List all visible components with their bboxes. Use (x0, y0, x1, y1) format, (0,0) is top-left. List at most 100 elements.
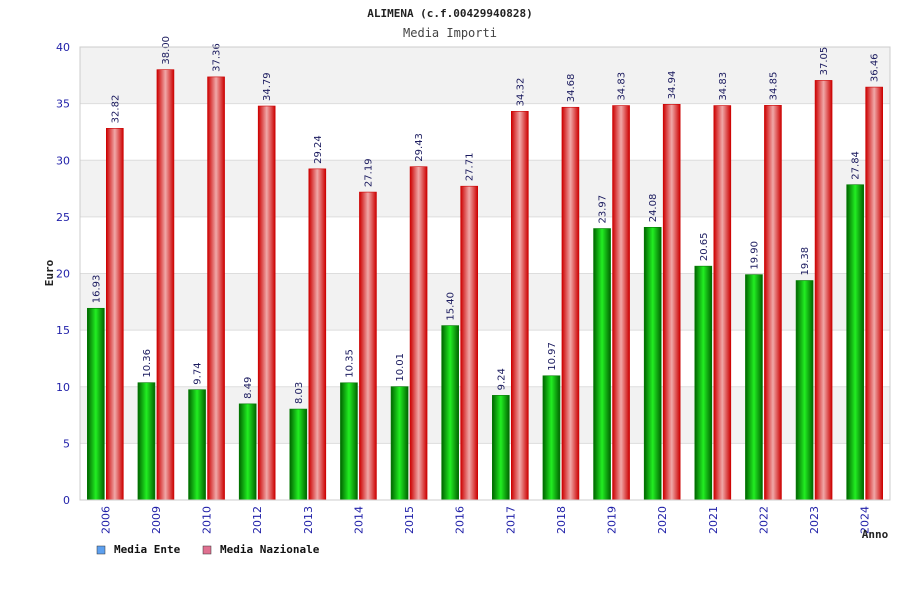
data-label: 16.93 (91, 275, 102, 304)
bar-media-nazionale (662, 104, 681, 501)
y-tick-label: 20 (56, 268, 70, 281)
x-tick-label: 2009 (150, 506, 163, 534)
data-label: 27.84 (851, 151, 862, 180)
chart-subtitle: Media Importi (403, 26, 497, 40)
x-tick-label: 2021 (707, 506, 720, 534)
bar-media-ente (694, 265, 713, 501)
chart-title: ALIMENA (c.f.00429940828) (367, 7, 533, 20)
bar-media-nazionale (713, 105, 732, 501)
data-label: 15.40 (446, 292, 457, 321)
data-label: 36.46 (870, 53, 881, 82)
bar-media-ente (441, 325, 459, 501)
data-label: 8.49 (243, 377, 254, 399)
x-tick-label: 2016 (454, 506, 467, 534)
x-tick-label: 2018 (555, 506, 568, 534)
x-tick-label: 2006 (99, 506, 112, 534)
data-label: 29.24 (313, 135, 324, 164)
data-label: 8.03 (294, 382, 305, 404)
bar-media-ente (188, 389, 206, 501)
bar-media-ente (593, 228, 611, 501)
y-axis-ticks: 0 5 10 15 20 25 30 35 40 (56, 41, 70, 507)
data-label: 34.68 (566, 74, 577, 103)
bar-media-ente (390, 386, 409, 501)
data-label: 34.83 (718, 72, 729, 101)
x-tick-label: 2010 (201, 506, 214, 534)
x-tick-label: 2013 (302, 506, 315, 534)
x-tick-label: 2012 (251, 506, 264, 534)
y-axis-label: Euro (43, 259, 56, 286)
bar-media-nazionale (865, 86, 883, 501)
legend-swatch-media-ente (96, 545, 106, 555)
x-tick-label: 2014 (352, 506, 365, 534)
bar-media-ente (542, 375, 561, 501)
data-label: 29.43 (414, 133, 425, 162)
x-tick-label: 2024 (859, 506, 872, 534)
legend-swatch-media-nazionale (202, 545, 212, 555)
bar-media-ente (492, 395, 510, 501)
y-tick-label: 5 (63, 437, 70, 450)
bar-media-nazionale (409, 166, 428, 501)
bar-media-nazionale (207, 76, 225, 501)
value-labels: 16.93 32.82 10.36 38.00 9.74 37.36 8.49 34.79 8.… (91, 36, 880, 404)
plot-frame (79, 46, 891, 501)
bar-media-ente (643, 226, 662, 501)
x-tick-label: 2019 (606, 506, 619, 534)
data-label: 9.24 (496, 368, 507, 390)
data-label: 34.85 (768, 72, 779, 101)
data-label: 10.01 (395, 353, 406, 382)
data-label: 10.35 (344, 349, 355, 378)
bar-media-ente (340, 382, 358, 501)
data-label: 32.82 (110, 95, 121, 124)
data-label: 27.19 (363, 158, 374, 187)
bar-media-nazionale (106, 128, 124, 501)
bar-media-nazionale (612, 105, 630, 501)
data-label: 34.79 (262, 72, 273, 101)
x-tick-label: 2017 (504, 506, 517, 534)
legend-label-media-nazionale: Media Nazionale (220, 543, 320, 556)
y-tick-label: 0 (63, 494, 70, 507)
x-tick-label: 2022 (757, 506, 770, 534)
bar-media-ente (745, 274, 763, 501)
data-label: 24.08 (648, 194, 659, 223)
bar-media-nazionale (460, 185, 478, 501)
bar-media-ente (795, 280, 814, 501)
data-label: 37.36 (212, 43, 223, 72)
data-label: 34.32 (515, 78, 526, 107)
data-label: 19.90 (749, 241, 760, 270)
bar-media-nazionale (359, 191, 377, 501)
x-tick-label: 2015 (403, 506, 416, 534)
bar-media-nazionale (156, 69, 175, 501)
bar-media-nazionale (511, 111, 529, 501)
y-tick-label: 40 (56, 41, 70, 54)
data-label: 10.97 (547, 342, 558, 371)
data-label: 9.74 (193, 362, 204, 384)
legend: Media Ente Media Nazionale (96, 543, 320, 556)
bar-media-ente (238, 403, 257, 501)
data-label: 27.71 (465, 153, 476, 182)
bar-media-ente (87, 307, 105, 501)
bar-media-ente (137, 382, 156, 501)
x-tick-label: 2023 (808, 506, 821, 534)
data-label: 38.00 (161, 36, 172, 65)
y-tick-label: 30 (56, 154, 70, 167)
data-label: 34.83 (617, 72, 628, 101)
y-tick-label: 25 (56, 211, 70, 224)
bar-media-nazionale (561, 106, 580, 501)
data-label: 19.38 (800, 247, 811, 276)
data-label: 34.94 (667, 71, 678, 100)
data-label: 23.97 (598, 195, 609, 224)
bar-media-ente (289, 408, 308, 501)
bars (87, 69, 883, 501)
bar-media-nazionale (814, 80, 833, 501)
bar-media-nazionale (308, 168, 327, 501)
x-axis-categories: 2006 2009 2010 2012 2013 2014 2015 2016 2017 2018… (99, 506, 871, 534)
data-label: 37.05 (819, 47, 830, 76)
bar-media-nazionale (764, 105, 782, 501)
x-axis-label: Anno (862, 528, 889, 541)
data-label: 20.65 (699, 232, 710, 261)
legend-label-media-ente: Media Ente (114, 543, 181, 556)
bar-media-nazionale (257, 105, 276, 501)
y-tick-label: 10 (56, 381, 70, 394)
y-tick-label: 35 (56, 98, 70, 111)
